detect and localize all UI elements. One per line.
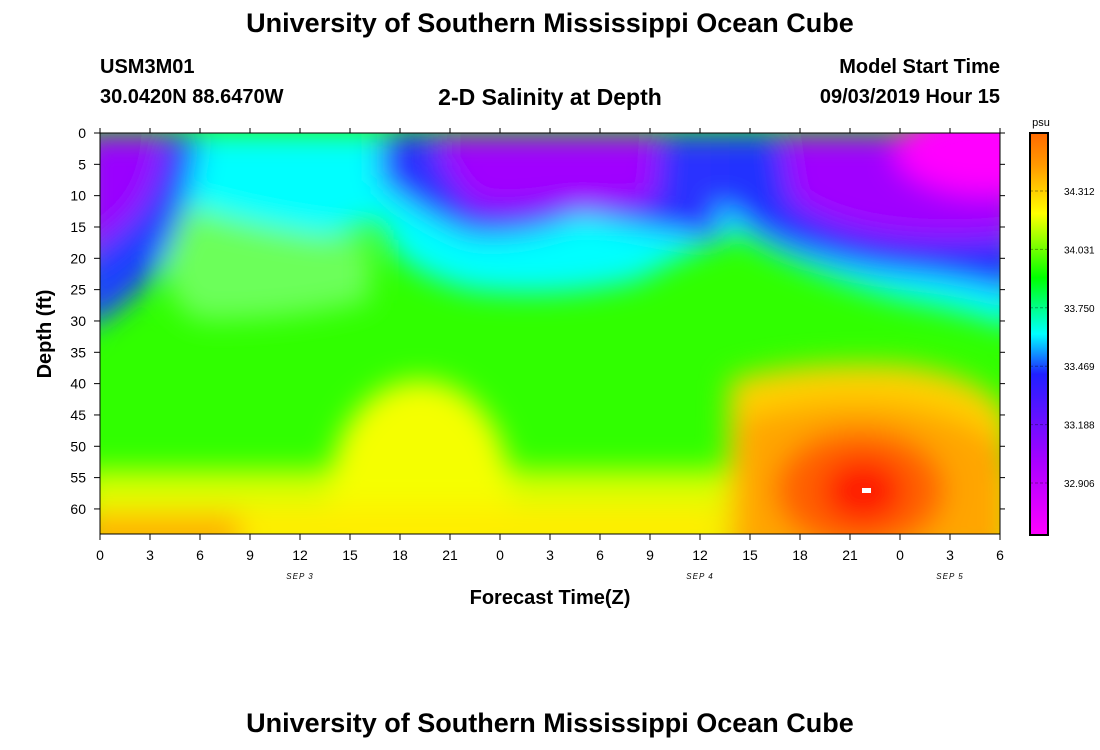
x-tick-label: 6 [596,547,604,563]
x-tick-label: 9 [646,547,654,563]
y-tick-label: 0 [78,125,86,141]
x-axis-ticks: 0 3 6 9 12 15 18 21 0 3 6 9 12 15 18 21 0 3 6 [96,128,1004,563]
colorbar-tick-label: 33.188 [1064,421,1095,432]
x-tick-label: 12 [692,547,708,563]
x-tick-label: 6 [996,547,1004,563]
y-axis-title: Depth (ft) [34,290,56,379]
y-tick-label: 10 [70,188,86,204]
colorbar-tick-label: 34.031 [1064,245,1095,256]
colorbar-unit: psu [1032,117,1050,129]
x-axis-title: Forecast Time(Z) [470,587,631,609]
footer-title: University of Southern Mississippi Ocean… [246,708,854,738]
y-tick-label: 30 [70,313,86,329]
x-tick-label: 21 [842,547,858,563]
y-tick-label: 55 [70,470,86,486]
colorbar: 34.312 34.031 33.750 33.469 33.188 32.906 psu [1029,117,1095,536]
y-tick-label: 45 [70,407,86,423]
date-label: SEP 5 [936,572,963,581]
x-tick-label: 21 [442,547,458,563]
y-tick-label: 40 [70,376,86,392]
x-tick-label: 15 [742,547,758,563]
x-tick-label: 6 [196,547,204,563]
y-tick-label: 15 [70,219,86,235]
colorbar-tick-label: 34.312 [1064,187,1095,198]
x-tick-label: 9 [246,547,254,563]
model-start-value: 09/03/2019 Hour 15 [819,86,1000,108]
date-label: SEP 4 [686,572,713,581]
station-coordinates: 30.0420N 88.6470W [100,86,284,108]
page-title: University of Southern Mississippi Ocean… [246,8,854,38]
chart-subtitle: 2-D Salinity at Depth [438,84,662,110]
date-labels: SEP 3 SEP 4 SEP 5 [286,572,963,581]
y-tick-label: 20 [70,250,86,266]
heatmap-field [100,133,1000,534]
x-tick-label: 18 [792,547,808,563]
colorbar-tick-label: 32.906 [1064,479,1095,490]
y-tick-label: 50 [70,438,86,454]
model-start-label: Model Start Time [839,56,1000,78]
x-tick-label: 12 [292,547,308,563]
x-tick-label: 18 [392,547,408,563]
date-label: SEP 3 [286,572,313,581]
colorbar-tick-label: 33.469 [1064,362,1095,373]
x-tick-label: 15 [342,547,358,563]
colorbar-tick-label: 33.750 [1064,304,1095,315]
y-tick-label: 60 [70,501,86,517]
x-tick-label: 0 [896,547,904,563]
grid-point-marker [862,488,871,493]
x-tick-label: 3 [546,547,554,563]
y-tick-label: 35 [70,344,86,360]
colorbar-ticks: 34.312 34.031 33.750 33.469 33.188 32.906 [1030,187,1095,490]
x-tick-label: 3 [146,547,154,563]
x-tick-label: 3 [946,547,954,563]
y-tick-label: 5 [78,156,86,172]
x-tick-label: 0 [96,547,104,563]
y-axis-ticks: 0 5 10 15 20 25 30 35 40 45 50 55 60 [70,125,1005,517]
x-tick-label: 0 [496,547,504,563]
y-tick-label: 25 [70,282,86,298]
station-id: USM3M01 [100,56,195,78]
